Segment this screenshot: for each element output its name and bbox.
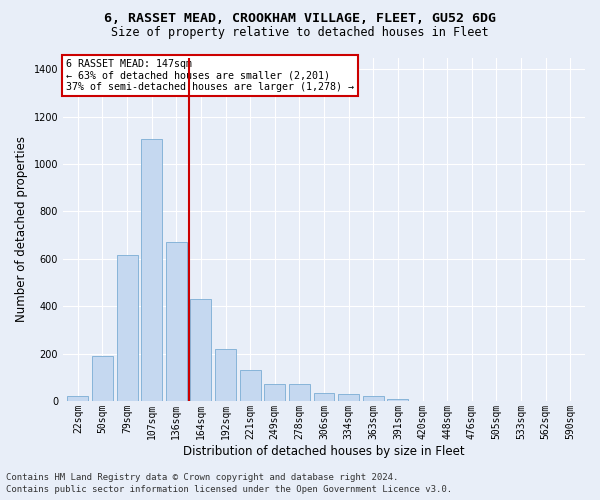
Bar	[215, 349, 236, 401]
Bar	[239, 370, 260, 401]
Text: 6, RASSET MEAD, CROOKHAM VILLAGE, FLEET, GU52 6DG: 6, RASSET MEAD, CROOKHAM VILLAGE, FLEET,…	[104, 12, 496, 26]
Y-axis label: Number of detached properties: Number of detached properties	[15, 136, 28, 322]
Text: Size of property relative to detached houses in Fleet: Size of property relative to detached ho…	[111, 26, 489, 39]
Bar	[363, 396, 384, 401]
Bar	[141, 139, 162, 401]
Bar	[190, 299, 211, 401]
Bar	[388, 398, 409, 401]
Bar	[92, 356, 113, 401]
Bar	[67, 396, 88, 401]
Bar	[338, 394, 359, 401]
Bar	[314, 394, 334, 401]
Bar	[265, 384, 285, 401]
Bar	[289, 384, 310, 401]
Bar	[166, 242, 187, 401]
Bar	[116, 256, 137, 401]
Text: Contains HM Land Registry data © Crown copyright and database right 2024.
Contai: Contains HM Land Registry data © Crown c…	[6, 472, 452, 494]
X-axis label: Distribution of detached houses by size in Fleet: Distribution of detached houses by size …	[183, 444, 465, 458]
Text: 6 RASSET MEAD: 147sqm
← 63% of detached houses are smaller (2,201)
37% of semi-d: 6 RASSET MEAD: 147sqm ← 63% of detached …	[65, 59, 353, 92]
